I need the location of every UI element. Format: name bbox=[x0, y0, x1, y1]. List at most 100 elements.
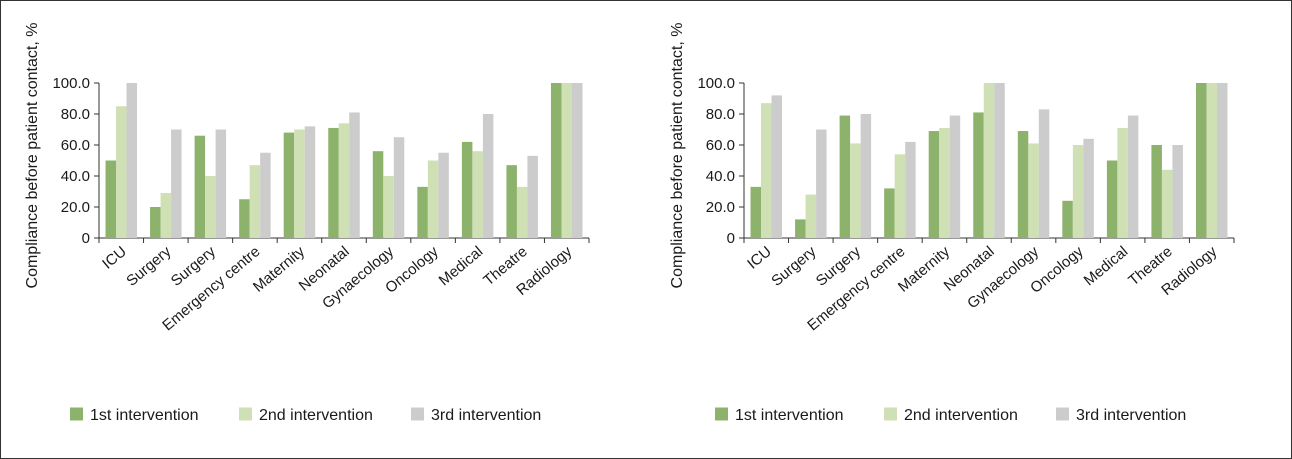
bar-2-4 bbox=[249, 165, 261, 238]
bar-1-8 bbox=[1062, 200, 1073, 238]
legend-item: 2nd intervention bbox=[884, 407, 1018, 424]
bar-2-11 bbox=[1206, 83, 1217, 238]
bar-3-3 bbox=[860, 114, 872, 238]
bar-2-6 bbox=[338, 123, 350, 238]
bar-1-3 bbox=[194, 135, 206, 238]
legend-label: 3rd intervention bbox=[431, 407, 541, 424]
bar-3-3 bbox=[215, 129, 227, 238]
x-tick-label: Surgery bbox=[123, 243, 175, 290]
bar-2-7 bbox=[383, 176, 394, 238]
bar-1-7 bbox=[1017, 131, 1029, 238]
bar-1-9 bbox=[461, 141, 473, 238]
bar-1-2 bbox=[150, 207, 161, 238]
bar-1-11 bbox=[1195, 83, 1207, 238]
legend-item: 3rd intervention bbox=[411, 407, 541, 424]
y-tick-label: 80.0 bbox=[61, 106, 90, 123]
bar-3-11 bbox=[1216, 83, 1228, 238]
y-tick-label: 80.0 bbox=[706, 106, 735, 123]
bar-2-8 bbox=[1072, 145, 1084, 238]
bar-2-8 bbox=[427, 160, 439, 238]
bar-3-1 bbox=[771, 95, 783, 239]
y-tick-label: 100.0 bbox=[52, 75, 90, 92]
bar-2-3 bbox=[205, 176, 216, 238]
bar-2-3 bbox=[850, 143, 861, 238]
bar-3-5 bbox=[304, 126, 316, 238]
x-tick-label: Surgery bbox=[768, 243, 820, 290]
bar-3-8 bbox=[438, 152, 449, 238]
bar-2-9 bbox=[1117, 127, 1128, 238]
x-tick-label: Medical bbox=[436, 243, 487, 289]
y-tick-label: 20.0 bbox=[706, 199, 735, 216]
legend-label: 3rd intervention bbox=[1076, 407, 1186, 424]
legend-item: 1st intervention bbox=[715, 407, 844, 424]
legend-swatch bbox=[70, 407, 83, 421]
bar-1-5 bbox=[283, 132, 295, 238]
legend-item: 2nd intervention bbox=[239, 407, 373, 424]
bar-3-2 bbox=[171, 129, 182, 238]
bar-3-11 bbox=[571, 83, 583, 238]
y-tick-label: 60.0 bbox=[61, 137, 90, 154]
bar-2-1 bbox=[761, 103, 772, 239]
bar-1-3 bbox=[839, 115, 851, 238]
bar-2-2 bbox=[160, 193, 172, 238]
bar-1-10 bbox=[506, 165, 517, 238]
compliance-chart-left: Compliance before patient contact, % 0 20.… bbox=[24, 23, 590, 424]
bar-2-2 bbox=[805, 194, 817, 238]
bar-1-9 bbox=[1106, 160, 1118, 238]
y-tick-label: 60.0 bbox=[706, 137, 735, 154]
y-tick-label: 0 bbox=[727, 230, 735, 247]
legend-label: 1st intervention bbox=[90, 407, 199, 424]
y-tick-label: 0 bbox=[82, 230, 90, 247]
y-tick-label: 40.0 bbox=[706, 168, 735, 185]
y-tick-label: 100.0 bbox=[697, 75, 735, 92]
bar-1-8 bbox=[417, 186, 428, 238]
bar-3-2 bbox=[816, 129, 827, 238]
bar-1-2 bbox=[795, 219, 806, 238]
bar-3-9 bbox=[1127, 115, 1139, 238]
bar-3-4 bbox=[260, 152, 271, 238]
bar-2-1 bbox=[116, 106, 127, 238]
bar-3-10 bbox=[527, 155, 538, 238]
bar-3-6 bbox=[349, 112, 360, 238]
bar-1-7 bbox=[372, 151, 384, 238]
bar-3-4 bbox=[905, 141, 916, 238]
bar-3-8 bbox=[1083, 138, 1094, 238]
legend-swatch bbox=[239, 407, 252, 421]
legend-swatch bbox=[884, 407, 897, 421]
bar-2-10 bbox=[516, 186, 528, 238]
bar-1-11 bbox=[550, 83, 562, 238]
legend-item: 3rd intervention bbox=[1056, 407, 1186, 424]
bar-3-7 bbox=[393, 137, 405, 238]
x-tick-label: Medical bbox=[1081, 243, 1132, 289]
bar-2-6 bbox=[983, 83, 995, 238]
bar-3-7 bbox=[1038, 109, 1050, 238]
bar-1-10 bbox=[1151, 145, 1162, 238]
x-tick-label: ICU bbox=[99, 243, 130, 273]
bar-2-5 bbox=[939, 127, 950, 238]
bar-1-4 bbox=[239, 199, 250, 238]
bar-2-10 bbox=[1161, 169, 1173, 238]
bar-3-5 bbox=[949, 115, 961, 238]
y-tick-label: 20.0 bbox=[61, 199, 90, 216]
legend-swatch bbox=[411, 407, 424, 421]
y-axis-label: Compliance before patient contact, % bbox=[669, 23, 686, 289]
legend-swatch bbox=[1056, 407, 1069, 421]
y-tick-label: 40.0 bbox=[61, 168, 90, 185]
bar-3-10 bbox=[1172, 145, 1183, 238]
x-tick-label: ICU bbox=[744, 243, 775, 273]
bar-2-5 bbox=[294, 129, 305, 238]
bar-2-7 bbox=[1028, 143, 1039, 238]
compliance-chart-right: Compliance before patient contact, % 0 20.… bbox=[669, 23, 1235, 424]
bar-2-9 bbox=[472, 151, 483, 238]
legend-label: 2nd intervention bbox=[259, 407, 373, 424]
bar-3-1 bbox=[126, 83, 138, 238]
bar-1-6 bbox=[328, 127, 339, 238]
bar-2-11 bbox=[561, 83, 572, 238]
legend-label: 2nd intervention bbox=[904, 407, 1018, 424]
bar-1-4 bbox=[884, 188, 895, 238]
bar-3-9 bbox=[482, 114, 494, 238]
y-axis-label: Compliance before patient contact, % bbox=[24, 23, 41, 289]
legend-label: 1st intervention bbox=[735, 407, 844, 424]
legend-swatch bbox=[715, 407, 728, 421]
